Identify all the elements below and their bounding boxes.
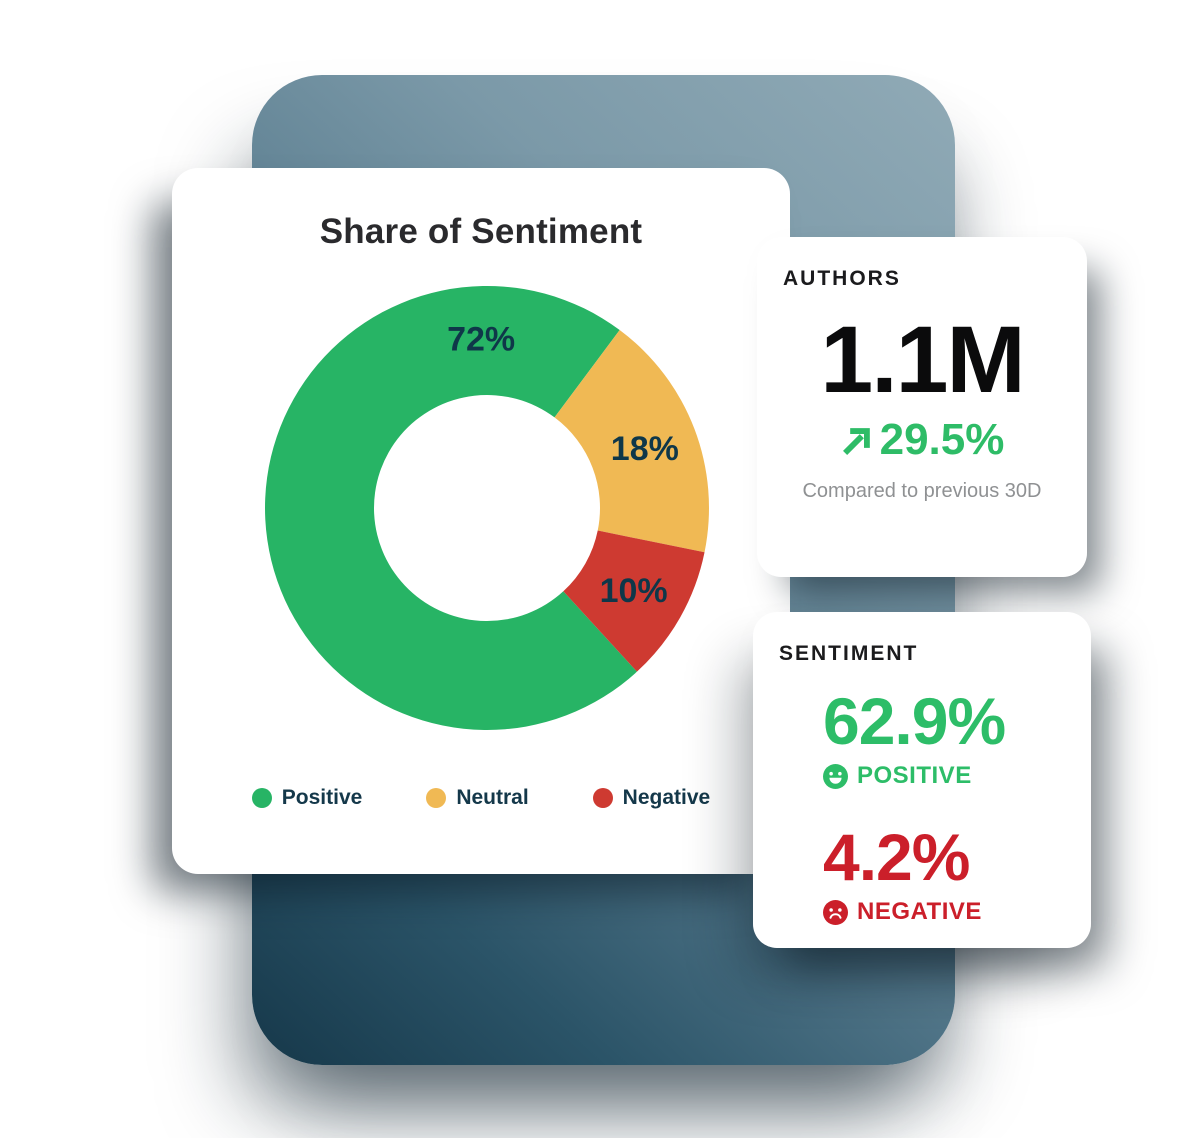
legend-label-negative: Negative xyxy=(622,786,711,809)
neutral-dot-icon xyxy=(426,788,447,808)
legend-item-neutral: Neutral xyxy=(426,786,529,810)
legend-label-positive: Positive xyxy=(281,786,363,809)
authors-value: 1.1M xyxy=(820,307,1025,413)
authors-change-value: 29.5% xyxy=(879,415,1005,464)
negative-value: 4.2% xyxy=(823,820,970,894)
sentiment-heading: SENTIMENT xyxy=(779,642,919,665)
negative-label-row: NEGATIVE xyxy=(823,898,1091,926)
positive-label: POSITIVE xyxy=(857,762,972,789)
positive-sentiment-stat: 62.9% POSITIVE xyxy=(823,688,1091,790)
positive-dot-icon xyxy=(251,788,272,808)
negative-dot-icon xyxy=(592,788,613,808)
chart-legend: Positive Neutral Negative xyxy=(172,786,790,810)
authors-change: 29.5% xyxy=(757,418,1087,462)
positive-value: 62.9% xyxy=(823,684,1006,758)
svg-text:18%: 18% xyxy=(611,430,679,468)
authors-heading: AUTHORS xyxy=(783,267,901,290)
chart-title: Share of Sentiment xyxy=(319,212,643,251)
sentiment-stats: 62.9% POSITIVE 4.2% xyxy=(753,688,1091,926)
frowning-face-icon xyxy=(823,899,848,925)
smiley-face-icon xyxy=(823,763,848,789)
sentiment-card: SENTIMENT 62.9% POSITIVE 4.2% xyxy=(753,612,1091,948)
negative-sentiment-stat: 4.2% NEGATIVE xyxy=(823,824,1091,926)
svg-text:72%: 72% xyxy=(447,321,515,359)
authors-footnote: Compared to previous 30D xyxy=(802,480,1042,502)
legend-label-neutral: Neutral xyxy=(456,786,529,809)
legend-item-positive: Positive xyxy=(251,786,363,810)
trend-up-arrow-icon xyxy=(842,428,870,455)
donut-chart: 72% 18% 10% xyxy=(264,286,709,731)
legend-item-negative: Negative xyxy=(592,786,711,810)
positive-label-row: POSITIVE xyxy=(823,762,1091,790)
authors-card: AUTHORS 1.1M 29.5% Compared to previous … xyxy=(757,237,1087,577)
share-of-sentiment-card: Share of Sentiment 72% 18% 10% Positive Ne… xyxy=(172,168,790,874)
negative-label: NEGATIVE xyxy=(857,898,982,925)
svg-text:10%: 10% xyxy=(600,572,668,610)
